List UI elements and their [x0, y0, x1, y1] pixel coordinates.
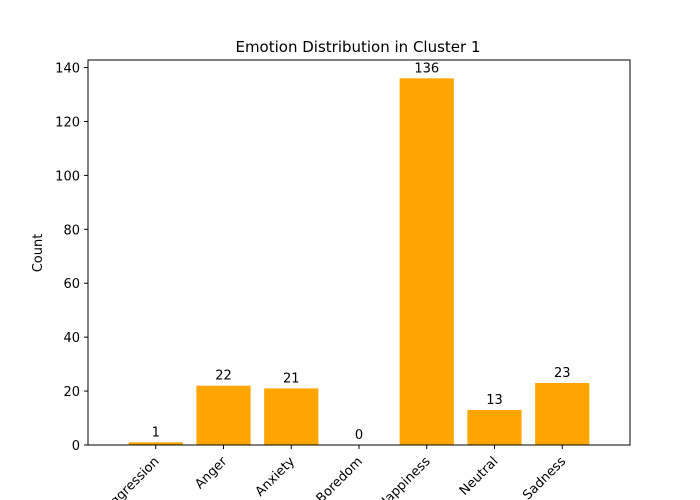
y-axis-label: Count: [31, 234, 46, 273]
y-tick-label-0: 0: [72, 439, 80, 454]
value-labels-group: 1 22 21 0 136 13 23: [152, 61, 571, 443]
value-label-aggression: 1: [152, 425, 160, 440]
bar-happiness: [399, 78, 454, 445]
value-label-anxiety: 21: [283, 371, 300, 386]
chart-title: Emotion Distribution in Cluster 1: [235, 38, 480, 56]
x-tick-label-anxiety: Anxiety: [253, 454, 299, 500]
bar-neutral: [467, 409, 522, 445]
y-tick-label-60: 60: [63, 277, 80, 292]
y-axis: 0 20 40 60 80 100 120 140: [55, 62, 88, 454]
y-tick-label-100: 100: [55, 169, 80, 184]
x-tick-label-anger: Anger: [192, 454, 230, 492]
bar-sadness: [535, 382, 590, 445]
value-label-neutral: 13: [486, 393, 503, 408]
bar-anxiety: [264, 388, 319, 445]
x-tick-label-aggression: Aggression: [101, 454, 162, 500]
y-tick-label-140: 140: [55, 62, 80, 77]
y-tick-label-80: 80: [63, 223, 80, 238]
x-tick-label-neutral: Neutral: [457, 454, 502, 499]
y-tick-label-120: 120: [55, 115, 80, 130]
y-tick-label-40: 40: [63, 331, 80, 346]
value-label-anger: 22: [215, 369, 232, 384]
y-tick-label-20: 20: [63, 385, 80, 400]
bar-anger: [196, 385, 251, 445]
value-label-happiness: 136: [414, 61, 439, 76]
bars-group: [128, 78, 590, 445]
value-label-boredom: 0: [355, 428, 363, 443]
x-tick-label-boredom: Boredom: [314, 454, 366, 500]
x-tick-label-sadness: Sadness: [520, 454, 569, 500]
x-tick-label-happiness: Happiness: [375, 454, 434, 500]
plot-frame: [87, 59, 631, 446]
value-label-sadness: 23: [554, 366, 571, 381]
x-axis: Aggression Anger Anxiety Boredom Happiness Ne…: [101, 445, 569, 500]
bar-aggression: [128, 442, 183, 445]
